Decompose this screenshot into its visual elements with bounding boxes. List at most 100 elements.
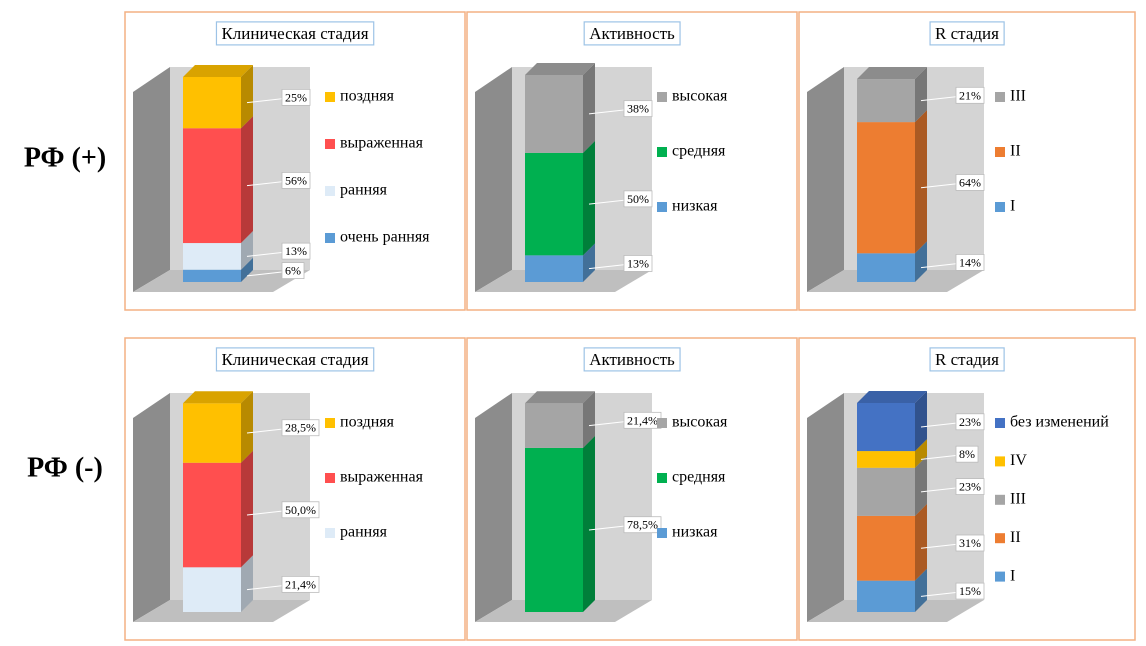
chart-title: Клиническая стадия [221, 24, 368, 43]
bar-side [241, 231, 253, 270]
title-box [215, 347, 375, 372]
legend-label: I [1010, 567, 1015, 584]
side-wall [475, 67, 512, 292]
value-label: 25% [285, 90, 307, 104]
legend-swatch [657, 418, 667, 428]
legend-swatch [995, 147, 1005, 157]
value-label-box [281, 242, 311, 260]
value-label-box [281, 262, 305, 280]
value-label: 23% [959, 415, 981, 429]
value-label-box [623, 100, 653, 118]
legend-label: высокая [672, 414, 728, 431]
bar-top [525, 62, 595, 75]
value-label: 14% [959, 255, 981, 269]
leader-line [920, 96, 958, 102]
bar-side [583, 62, 595, 153]
legend-swatch [325, 186, 335, 196]
leader-line [246, 428, 284, 434]
value-label: 15% [959, 584, 981, 598]
value-label: 13% [627, 256, 649, 270]
value-label-box [955, 534, 985, 552]
panel-border [466, 337, 798, 641]
leader-line [920, 543, 958, 549]
value-label: 50% [627, 192, 649, 206]
panel-border [798, 11, 1136, 311]
value-label-box [955, 582, 985, 600]
bar-segment [857, 515, 915, 581]
legend-label: средняя [672, 143, 726, 160]
value-label-box [955, 86, 985, 104]
chart-panel: 13% 50% 38% высокая средняя низкая Активность [466, 11, 798, 311]
value-label: 31% [959, 536, 981, 550]
value-label: 56% [285, 173, 307, 187]
leader-line [920, 454, 958, 460]
legend-swatch [325, 233, 335, 243]
chart-title: Клиническая стадия [221, 350, 368, 369]
leader-line [246, 98, 284, 104]
bar-segment [525, 403, 583, 448]
value-label-box [623, 516, 662, 534]
leader-line [588, 199, 626, 205]
value-label-box [623, 190, 653, 208]
chart-title: R стадия [935, 24, 999, 43]
legend-label: ранняя [340, 524, 388, 541]
value-label-box [955, 478, 985, 495]
panel-border [124, 11, 466, 311]
leader-line [246, 181, 284, 187]
leader-line [920, 422, 958, 428]
value-label: 8% [959, 447, 975, 461]
legend-swatch [995, 202, 1005, 212]
legend-swatch [995, 571, 1005, 582]
legend-label: поздняя [340, 414, 395, 431]
row-label: РФ (-) [27, 452, 103, 483]
leader-line [920, 263, 958, 269]
legend-swatch [657, 92, 667, 102]
bar-segment [183, 269, 241, 282]
legend-label: без изменений [1010, 414, 1109, 431]
leader-line [246, 271, 284, 277]
bar-side [241, 391, 253, 463]
bar-side [915, 568, 927, 612]
legend-swatch [325, 473, 335, 483]
legend-swatch [325, 139, 335, 149]
value-label: 28,5% [285, 421, 316, 435]
legend-label: выраженная [340, 469, 424, 486]
legend-swatch [995, 494, 1005, 505]
bar-side [915, 439, 927, 468]
legend-swatch [657, 147, 667, 157]
legend-label: средняя [672, 469, 726, 486]
value-label-box [281, 171, 311, 189]
leader-line [246, 510, 284, 516]
bar-segment [857, 253, 915, 282]
leader-line [588, 109, 626, 115]
value-label: 21% [959, 88, 981, 102]
bar-segment [183, 462, 241, 568]
value-label: 13% [285, 244, 307, 258]
bar-segment [183, 567, 241, 612]
value-label-box [281, 501, 320, 519]
bar-segment [525, 447, 583, 612]
bar-side [583, 435, 595, 612]
value-label-box [955, 445, 979, 463]
chart-title: Активность [589, 350, 675, 369]
legend-label: выраженная [340, 135, 424, 152]
legend-label: I [1010, 198, 1015, 215]
legend-swatch [657, 473, 667, 483]
value-label: 21,4% [285, 577, 316, 591]
bar-segment [183, 128, 241, 244]
panel-border [124, 337, 466, 641]
legend-swatch [995, 418, 1005, 428]
chart-panel: 78,5% 21,4% высокая средняя низкая Активность [466, 337, 798, 641]
bar-side [915, 110, 927, 254]
side-wall [807, 67, 844, 292]
legend-label: II [1010, 143, 1021, 160]
value-label: 64% [959, 175, 981, 189]
value-label-box [281, 575, 320, 593]
value-label: 21,4% [627, 413, 658, 427]
legend-swatch [995, 533, 1005, 544]
value-label-box [281, 419, 320, 437]
chart-panel: 6% 13% 56% 25% поздняя выраженная ранняя очень … [124, 11, 466, 311]
bar-side [915, 503, 927, 581]
